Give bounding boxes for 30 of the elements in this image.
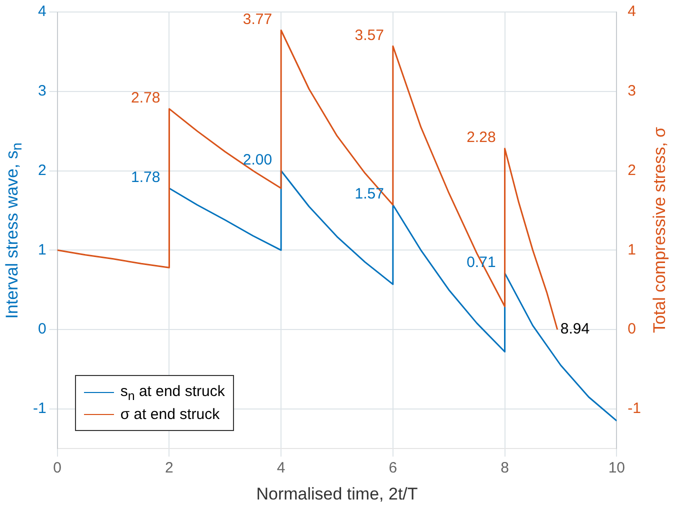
y2-axis-title: Total compressive stress, σ	[650, 127, 670, 334]
y2-tick-label: 0	[628, 320, 636, 338]
data-label: 3.57	[354, 26, 384, 44]
data-label: 1.57	[354, 186, 384, 203]
y-tick-label: 0	[38, 320, 46, 338]
x-tick-label: 10	[608, 460, 626, 477]
y-tick-label: 2	[38, 162, 46, 179]
legend-label: s$_{n}$ at end struck	[120, 382, 225, 403]
legend-label: σ at end struck	[120, 406, 220, 423]
y-tick-label: 3	[38, 82, 46, 100]
y2-tick-label: -1	[628, 400, 642, 418]
x-axis-title: Normalised time, 2t/T	[256, 484, 418, 504]
y2-tick-label: 1	[628, 241, 636, 258]
x-tick-label: 0	[53, 460, 62, 477]
y2-tick-label: 2	[628, 162, 636, 179]
annotation: 8.94	[560, 320, 590, 338]
y-tick-label: -1	[32, 400, 46, 418]
data-label: 1.78	[131, 168, 160, 186]
y2-tick-label: 4	[628, 3, 636, 20]
data-label: 3.77	[242, 10, 272, 28]
x-tick-label: 6	[388, 460, 398, 477]
data-label: 2.00	[242, 151, 272, 168]
data-label: 2.78	[131, 89, 160, 106]
y2-tick-label: 3	[628, 82, 636, 100]
data-label: 2.28	[466, 129, 496, 146]
x-tick-label: 2	[165, 460, 174, 477]
y-tick-label: 1	[38, 241, 46, 258]
x-tick-label: 8	[500, 460, 509, 477]
x-tick-label: 4	[276, 460, 286, 477]
y-tick-label: 4	[38, 3, 46, 20]
